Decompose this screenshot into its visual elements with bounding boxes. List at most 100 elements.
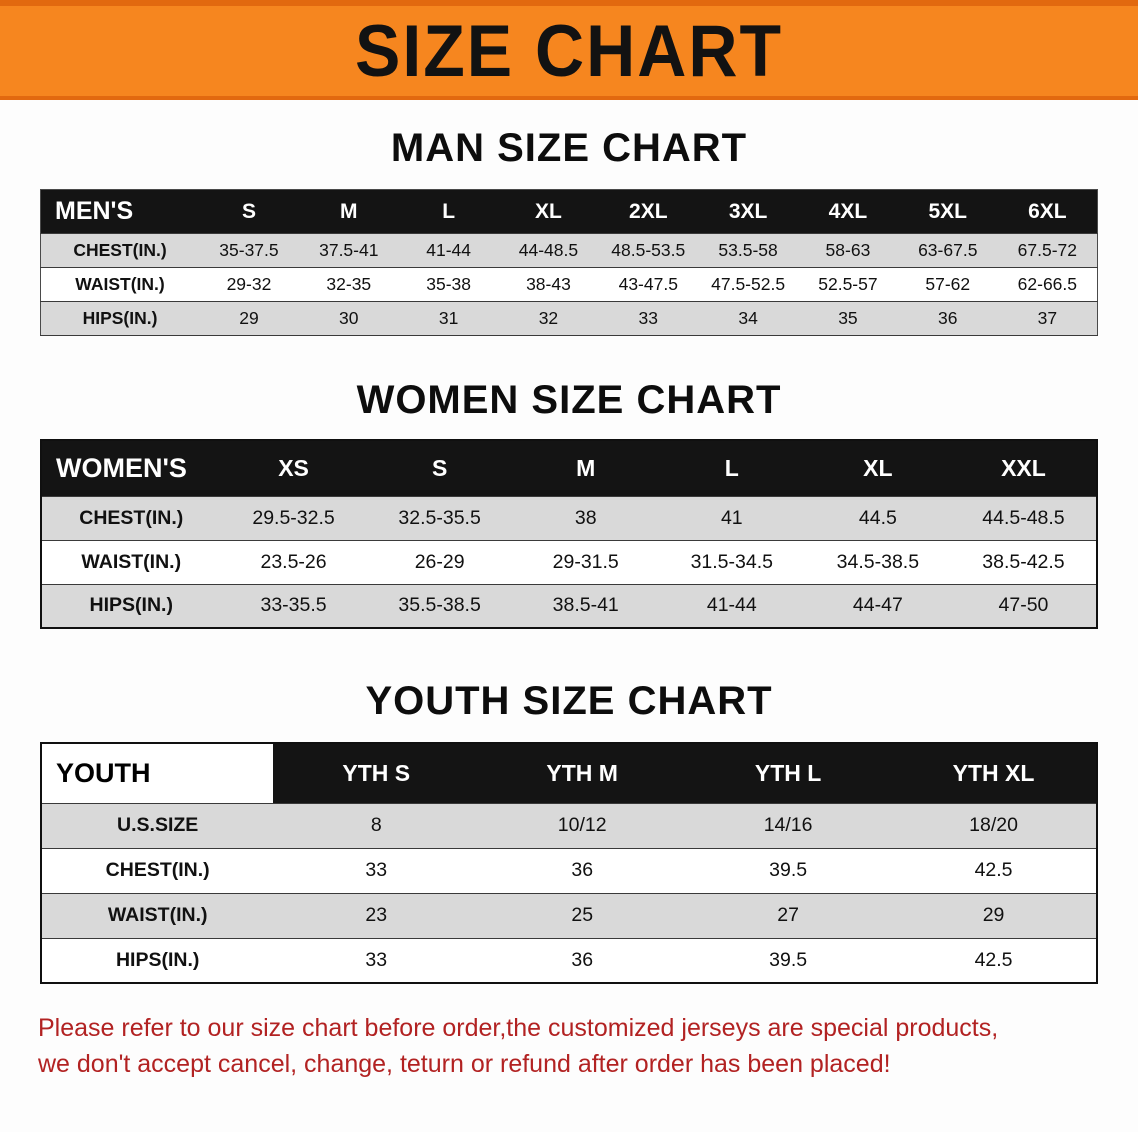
table-cell: 38 [512,496,659,541]
table-cell: 44.5 [804,496,951,541]
size-column-header: M [512,440,659,497]
size-column-header: XL [804,440,951,497]
table-cell: 23.5-26 [220,540,367,585]
table-row: WAIST(IN.) 29-32 32-35 35-38 38-43 43-47.5 47.… [40,267,1098,302]
table-cell: 8 [273,803,480,849]
table-cell: 62-66.5 [997,267,1098,302]
man-size-chart-heading: MAN SIZE CHART [390,126,748,170]
table-cell: 41-44 [658,584,805,629]
table-cell: 33 [598,301,699,336]
table-cell: 23 [273,893,480,939]
table-row: U.S.SIZE 8 10/12 14/16 18/20 [41,803,1097,849]
size-column-header: L [658,440,805,497]
table-cell: 32 [498,301,599,336]
table-corner-label: YOUTH [41,743,274,804]
footer-notice: Please refer to our size chart before or… [38,1010,1100,1083]
banner-title: SIZE CHART [355,9,783,93]
footer-notice-line2: we don't accept cancel, change, teturn o… [38,1050,891,1079]
table-row: CHEST(IN.) 33 36 39.5 42.5 [41,848,1097,894]
table-cell: 34.5-38.5 [804,540,951,585]
row-label: U.S.SIZE [41,803,274,849]
table-cell: 18/20 [891,803,1097,849]
table-cell: 14/16 [685,803,892,849]
size-column-header: S [199,189,299,234]
table-cell: 27 [685,893,892,939]
table-cell: 44-48.5 [498,233,599,268]
row-label: WAIST(IN.) [40,267,200,302]
table-row: HIPS(IN.) 29 30 31 32 33 34 35 36 37 [40,301,1098,336]
men-size-table: MEN'S S M L XL 2XL 3XL 4XL 5XL 6XL CHEST(IN.) 35-37… [40,189,1098,336]
table-corner-label: MEN'S [40,189,200,234]
table-cell: 29-31.5 [512,540,659,585]
row-label: HIPS(IN.) [41,584,221,629]
size-column-header: 3XL [698,189,799,234]
banner: SIZE CHART [0,0,1138,100]
table-cell: 39.5 [685,938,892,984]
table-cell: 67.5-72 [997,233,1098,268]
table-cell: 31 [398,301,499,336]
table-cell: 42.5 [891,938,1097,984]
footer-notice-line1: Please refer to our size chart before or… [38,1014,999,1042]
table-cell: 41 [658,496,805,541]
row-label: CHEST(IN.) [40,233,200,268]
table-cell: 43-47.5 [598,267,699,302]
size-column-header: 4XL [798,189,898,234]
table-cell: 33 [273,938,480,984]
size-column-header: XL [498,189,599,234]
youth-size-chart-heading: YOUTH SIZE CHART [365,679,773,723]
size-column-header: YTH L [685,743,892,804]
table-cell: 42.5 [891,848,1097,894]
table-cell: 41-44 [398,233,499,268]
table-row: WAIST(IN.) 23 25 27 29 [41,893,1097,939]
table-cell: 35-37.5 [199,233,299,268]
row-label: HIPS(IN.) [41,938,274,984]
table-header-row: YOUTH YTH S YTH M YTH L YTH XL [41,743,1097,804]
table-cell: 38.5-41 [512,584,659,629]
table-cell: 58-63 [798,233,898,268]
table-corner-label: WOMEN'S [41,440,221,497]
table-row: HIPS(IN.) 33-35.5 35.5-38.5 38.5-41 41-44 44-… [41,584,1097,629]
table-cell: 35-38 [398,267,499,302]
size-column-header: L [398,189,499,234]
size-column-header: 2XL [598,189,699,234]
row-label: CHEST(IN.) [41,848,274,894]
table-cell: 35.5-38.5 [366,584,513,629]
men-size-table-wrapper: MEN'S S M L XL 2XL 3XL 4XL 5XL 6XL CHEST(IN.) 35-37… [40,189,1098,336]
table-row: CHEST(IN.) 35-37.5 37.5-41 41-44 44-48.5 48.5… [40,233,1098,268]
table-cell: 53.5-58 [698,233,799,268]
row-label: WAIST(IN.) [41,893,274,939]
table-cell: 38-43 [498,267,599,302]
row-label: CHEST(IN.) [41,496,221,541]
size-column-header: XXL [950,440,1097,497]
size-column-header: YTH S [273,743,480,804]
table-row: HIPS(IN.) 33 36 39.5 42.5 [41,938,1097,984]
table-cell: 34 [698,301,799,336]
table-cell: 37.5-41 [298,233,399,268]
table-cell: 35 [798,301,898,336]
size-column-header: 5XL [897,189,998,234]
table-cell: 29 [891,893,1097,939]
table-cell: 47-50 [950,584,1097,629]
size-column-header: YTH M [479,743,686,804]
table-cell: 38.5-42.5 [950,540,1097,585]
women-size-table: WOMEN'S XS S M L XL XXL CHEST(IN.) 29.5-32.5 32.5… [40,439,1098,629]
table-cell: 48.5-53.5 [598,233,699,268]
table-header-row: MEN'S S M L XL 2XL 3XL 4XL 5XL 6XL [40,189,1098,234]
size-column-header: XS [220,440,367,497]
table-cell: 10/12 [479,803,686,849]
table-cell: 39.5 [685,848,892,894]
row-label: WAIST(IN.) [41,540,221,585]
table-cell: 30 [298,301,399,336]
women-size-table-wrapper: WOMEN'S XS S M L XL XXL CHEST(IN.) 29.5-32.5 32.5… [40,439,1098,629]
table-cell: 29.5-32.5 [220,496,367,541]
table-cell: 29 [199,301,299,336]
table-cell: 32-35 [298,267,399,302]
size-column-header: S [366,440,513,497]
table-cell: 36 [479,938,686,984]
table-row: WAIST(IN.) 23.5-26 26-29 29-31.5 31.5-34.5 34… [41,540,1097,585]
women-size-chart-heading: WOMEN SIZE CHART [356,378,782,422]
table-cell: 26-29 [366,540,513,585]
youth-size-table: YOUTH YTH S YTH M YTH L YTH XL U.S.SIZE 8 10/12… [40,742,1098,984]
size-column-header: 6XL [997,189,1098,234]
